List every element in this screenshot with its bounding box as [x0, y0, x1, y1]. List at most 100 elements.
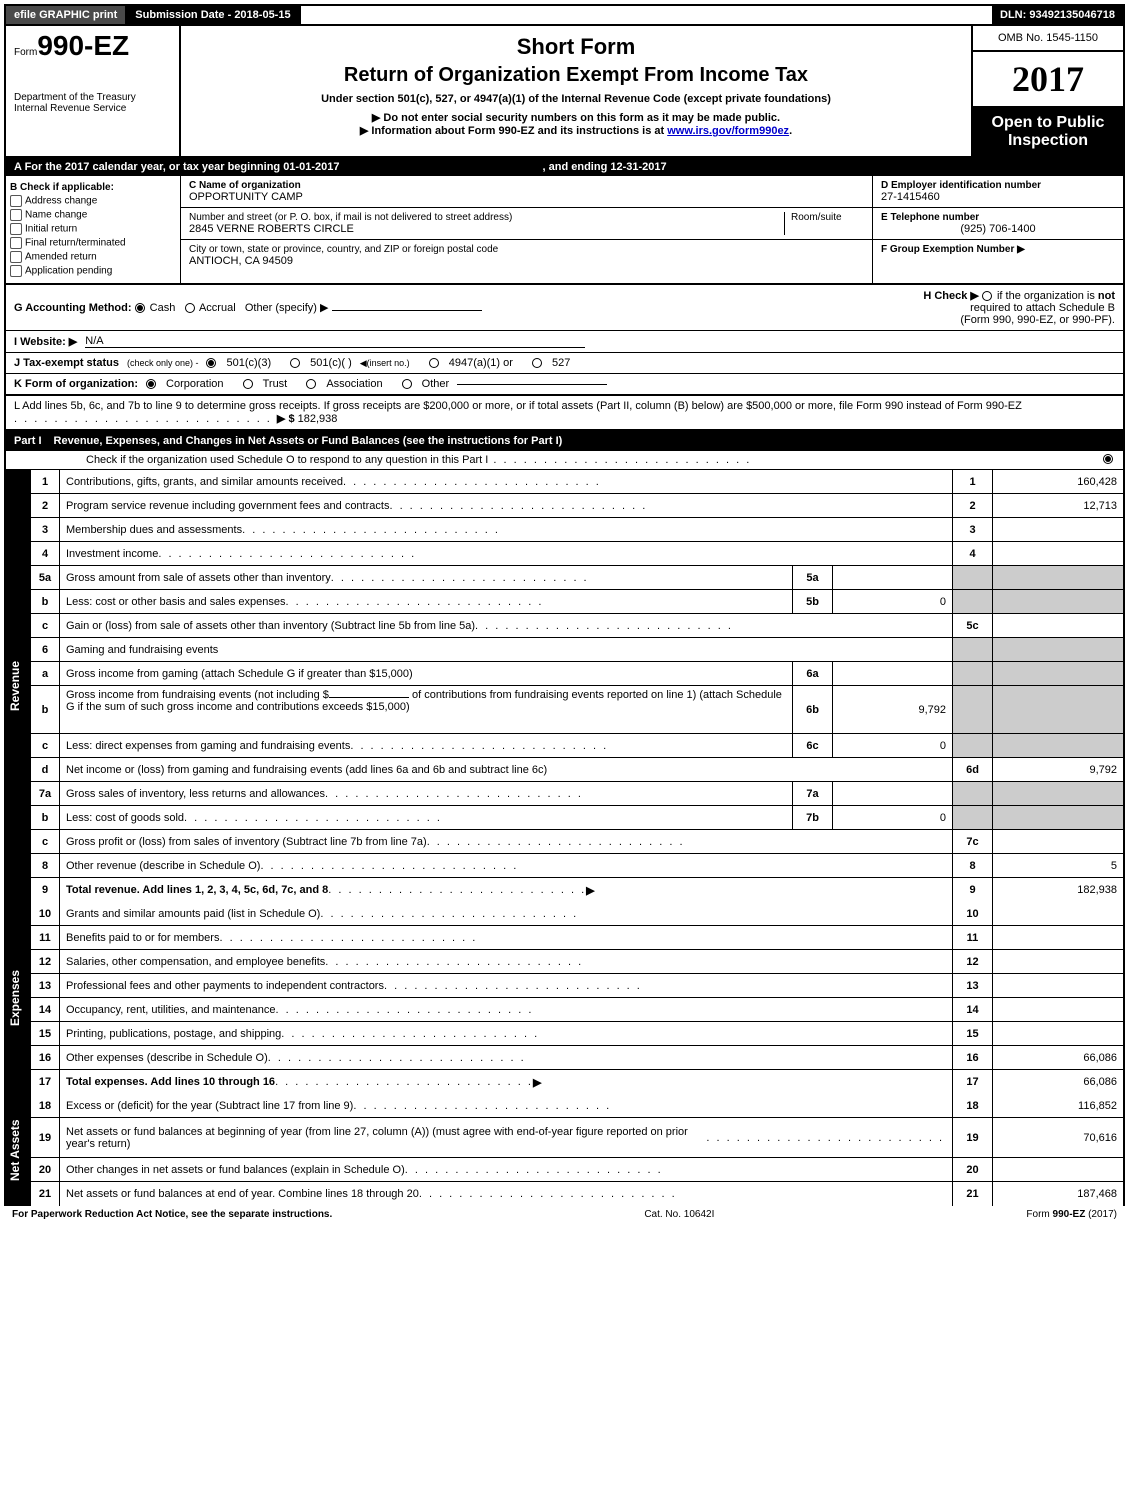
room-label: Room/suite — [791, 212, 864, 223]
section-j: J Tax-exempt status (check only one) - 5… — [4, 353, 1125, 374]
line-13: 13Professional fees and other payments t… — [30, 974, 1123, 998]
line-15: 15Printing, publications, postage, and s… — [30, 1022, 1123, 1046]
check-application-pending[interactable]: Application pending — [10, 265, 176, 277]
radio-527[interactable] — [532, 358, 542, 368]
line-21: 21Net assets or fund balances at end of … — [30, 1182, 1123, 1206]
radio-501c3[interactable] — [206, 358, 216, 368]
efile-print-button[interactable]: efile GRAPHIC print — [6, 6, 127, 24]
top-bar: efile GRAPHIC print Submission Date - 20… — [4, 4, 1125, 26]
header-right: OMB No. 1545-1150 2017 Open to Public In… — [973, 26, 1123, 156]
line-6a: a Gross income from gaming (attach Sched… — [30, 662, 1123, 686]
gross-receipts-value: 182,938 — [298, 413, 338, 425]
line-4: 4 Investment income 4 — [30, 542, 1123, 566]
line-6c-amount: 0 — [833, 734, 953, 757]
radio-accrual[interactable] — [185, 303, 195, 313]
line-6b: b Gross income from fundraising events (… — [30, 686, 1123, 734]
line-7a: 7a Gross sales of inventory, less return… — [30, 782, 1123, 806]
line-2-amount: 12,713 — [993, 494, 1123, 517]
section-h: H Check ▶ if the organization is not req… — [923, 289, 1115, 326]
part-1-check-text: Check if the organization used Schedule … — [86, 454, 751, 466]
website-label: I Website: ▶ — [14, 335, 77, 348]
line-7c: c Gross profit or (loss) from sales of i… — [30, 830, 1123, 854]
section-def: D Employer identification number 27-1415… — [873, 176, 1123, 283]
line-18: 18Excess or (deficit) for the year (Subt… — [30, 1094, 1123, 1118]
check-final-return[interactable]: Final return/terminated — [10, 237, 176, 249]
phone-label: E Telephone number — [881, 212, 1115, 223]
revenue-section: Revenue 1 Contributions, gifts, grants, … — [4, 470, 1125, 902]
line-1: 1 Contributions, gifts, grants, and simi… — [30, 470, 1123, 494]
title-block: Short Form Return of Organization Exempt… — [181, 26, 973, 156]
street-value: 2845 VERNE ROBERTS CIRCLE — [189, 223, 784, 235]
note-info: ▶ Information about Form 990-EZ and its … — [189, 124, 963, 137]
period-end: , and ending 12-31-2017 — [543, 161, 667, 173]
checkbox-schedule-o[interactable] — [1103, 454, 1113, 464]
dept-treasury: Department of the Treasury Internal Reve… — [14, 92, 171, 114]
line-6b-amount: 9,792 — [833, 686, 953, 733]
line-6d: d Net income or (loss) from gaming and f… — [30, 758, 1123, 782]
check-amended-return[interactable]: Amended return — [10, 251, 176, 263]
form-header: Form990-EZ Department of the Treasury In… — [4, 26, 1125, 158]
line-3: 3 Membership dues and assessments 3 — [30, 518, 1123, 542]
org-name-label: C Name of organization — [189, 180, 864, 191]
line-12: 12Salaries, other compensation, and empl… — [30, 950, 1123, 974]
expenses-label: Expenses — [6, 902, 30, 1094]
check-address-change[interactable]: Address change — [10, 195, 176, 207]
title-return: Return of Organization Exempt From Incom… — [189, 64, 963, 87]
radio-other-org[interactable] — [402, 379, 412, 389]
phone-value: (925) 706-1400 — [881, 223, 1115, 235]
line-16: 16Other expenses (describe in Schedule O… — [30, 1046, 1123, 1070]
check-name-change[interactable]: Name change — [10, 209, 176, 221]
section-i: I Website: ▶ N/A — [4, 331, 1125, 353]
line-19: 19Net assets or fund balances at beginni… — [30, 1118, 1123, 1158]
form-number-block: Form990-EZ Department of the Treasury In… — [6, 26, 181, 156]
line-8: 8 Other revenue (describe in Schedule O)… — [30, 854, 1123, 878]
irs-link[interactable]: www.irs.gov/form990ez — [667, 125, 789, 137]
radio-association[interactable] — [306, 379, 316, 389]
line-9: 9 Total revenue. Add lines 1, 2, 3, 4, 5… — [30, 878, 1123, 902]
line-5a: 5a Gross amount from sale of assets othe… — [30, 566, 1123, 590]
line-14: 14Occupancy, rent, utilities, and mainte… — [30, 998, 1123, 1022]
part-1-label: Part I — [14, 435, 54, 447]
part-1-header: Part I Revenue, Expenses, and Changes in… — [4, 431, 1125, 451]
radio-4947[interactable] — [429, 358, 439, 368]
info-grid: B Check if applicable: Address change Na… — [4, 176, 1125, 285]
radio-501c[interactable] — [290, 358, 300, 368]
subtitle: Under section 501(c), 527, or 4947(a)(1)… — [189, 93, 963, 105]
form-org-label: K Form of organization: — [14, 378, 138, 390]
street-label: Number and street (or P. O. box, if mail… — [189, 212, 784, 223]
revenue-label: Revenue — [6, 470, 30, 902]
radio-cash[interactable] — [135, 303, 145, 313]
city-value: ANTIOCH, CA 94509 — [189, 255, 864, 267]
form-prefix: Form — [14, 47, 37, 58]
section-g: G Accounting Method: Cash Accrual Other … — [14, 301, 482, 314]
line-7b: b Less: cost of goods sold 7b 0 — [30, 806, 1123, 830]
radio-trust[interactable] — [243, 379, 253, 389]
line-17: 17Total expenses. Add lines 10 through 1… — [30, 1070, 1123, 1094]
section-gh-row: G Accounting Method: Cash Accrual Other … — [4, 285, 1125, 331]
section-b: B Check if applicable: Address change Na… — [6, 176, 181, 283]
omb-number: OMB No. 1545-1150 — [973, 26, 1123, 52]
open-public-badge: Open to Public Inspection — [973, 108, 1123, 156]
part-1-check-row: Check if the organization used Schedule … — [4, 451, 1125, 470]
line-9-amount: 182,938 — [993, 878, 1123, 902]
radio-corporation[interactable] — [146, 379, 156, 389]
accounting-method-label: G Accounting Method: — [14, 302, 132, 314]
radio-schedule-b[interactable] — [982, 291, 992, 301]
ein-label: D Employer identification number — [881, 180, 1115, 191]
net-assets-section: Net Assets 18Excess or (deficit) for the… — [4, 1094, 1125, 1206]
section-c: C Name of organization OPPORTUNITY CAMP … — [181, 176, 873, 283]
line-10: 10Grants and similar amounts paid (list … — [30, 902, 1123, 926]
check-initial-return[interactable]: Initial return — [10, 223, 176, 235]
line-6d-amount: 9,792 — [993, 758, 1123, 781]
line-18-amount: 116,852 — [993, 1094, 1123, 1117]
line-21-amount: 187,468 — [993, 1182, 1123, 1206]
footer-paperwork: For Paperwork Reduction Act Notice, see … — [12, 1209, 332, 1220]
tax-exempt-label: J Tax-exempt status — [14, 357, 119, 369]
period-row: A For the 2017 calendar year, or tax yea… — [4, 158, 1125, 176]
note-ssn: ▶ Do not enter social security numbers o… — [189, 111, 963, 124]
dln-label: DLN: 93492135046718 — [992, 6, 1123, 24]
line-17-amount: 66,086 — [993, 1070, 1123, 1094]
line-19-amount: 70,616 — [993, 1118, 1123, 1157]
footer-form: Form 990-EZ (2017) — [1026, 1209, 1117, 1220]
line-5b: b Less: cost or other basis and sales ex… — [30, 590, 1123, 614]
